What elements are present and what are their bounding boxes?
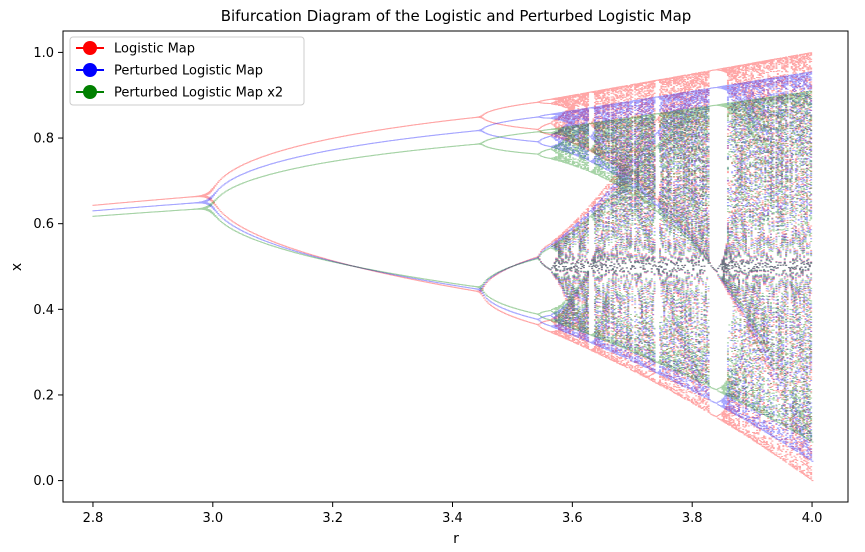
x-axis: 2.8 3.0 3.2 3.4 3.6 3.8 4.0 — [83, 502, 823, 526]
y-tick-label: 0.6 — [33, 217, 54, 232]
series-points-1 — [92, 52, 814, 482]
y-tick-label: 0.2 — [33, 388, 54, 403]
x-tick-label: 3.2 — [322, 511, 343, 526]
x-tick-label: 3.6 — [562, 511, 583, 526]
x-tick-label: 3.0 — [202, 511, 223, 526]
plot-frame — [62, 30, 849, 503]
plot-points — [92, 52, 814, 482]
legend-marker — [83, 63, 97, 77]
x-tick-label: 3.8 — [682, 511, 703, 526]
legend-marker — [83, 41, 97, 55]
legend-box — [69, 36, 305, 106]
legend-label: Perturbed Logistic Map x2 — [114, 86, 283, 101]
x-tick-label: 4.0 — [802, 511, 823, 526]
legend-label: Logistic Map — [114, 42, 195, 57]
y-tick-label: 0.4 — [33, 303, 54, 318]
series-points-2 — [92, 71, 814, 462]
x-axis-label: r — [453, 531, 459, 547]
legend-marker — [83, 85, 97, 99]
chart-title: Bifurcation Diagram of the Logistic and … — [221, 7, 692, 25]
y-tick-label: 0.8 — [33, 132, 54, 147]
x-tick-label: 2.8 — [83, 511, 104, 526]
x-tick-label: 3.4 — [442, 511, 463, 526]
y-axis: 0.0 0.2 0.4 0.6 0.8 1.0 — [33, 46, 63, 489]
series-points-3 — [92, 90, 814, 443]
y-tick-label: 0.0 — [33, 474, 54, 489]
y-axis-label: x — [9, 263, 25, 271]
y-tick-label: 1.0 — [33, 46, 54, 61]
legend-label: Perturbed Logistic Map — [114, 64, 263, 79]
legend: Logistic Map Perturbed Logistic Map Pertur… — [69, 36, 305, 106]
